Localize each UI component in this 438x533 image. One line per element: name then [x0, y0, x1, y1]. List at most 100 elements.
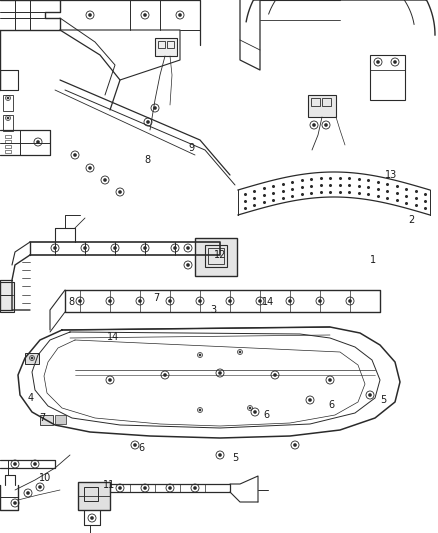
Circle shape — [36, 140, 39, 143]
Circle shape — [103, 179, 106, 182]
Bar — [40, 415, 53, 425]
Text: 6: 6 — [328, 400, 334, 410]
Bar — [84, 487, 98, 501]
Circle shape — [118, 487, 122, 490]
Bar — [158, 41, 165, 48]
Circle shape — [219, 372, 222, 375]
Bar — [208, 248, 224, 264]
Circle shape — [325, 124, 328, 127]
Circle shape — [254, 410, 257, 414]
Text: 14: 14 — [262, 297, 274, 307]
Circle shape — [88, 166, 92, 169]
Circle shape — [138, 300, 141, 303]
Bar — [308, 95, 336, 117]
Circle shape — [108, 300, 112, 303]
Circle shape — [39, 486, 42, 489]
Circle shape — [393, 60, 396, 63]
Circle shape — [239, 351, 241, 353]
Circle shape — [168, 300, 172, 303]
Bar — [0, 282, 14, 312]
Text: 8: 8 — [68, 297, 74, 307]
Text: 10: 10 — [39, 473, 51, 483]
Bar — [5, 145, 11, 148]
Circle shape — [163, 374, 166, 377]
Circle shape — [228, 300, 232, 303]
Circle shape — [258, 300, 261, 303]
Bar — [195, 238, 237, 276]
Text: 12: 12 — [214, 250, 226, 260]
Circle shape — [33, 463, 37, 466]
Circle shape — [288, 300, 292, 303]
Circle shape — [143, 13, 147, 17]
Circle shape — [173, 246, 177, 249]
Circle shape — [199, 409, 201, 411]
Text: 6: 6 — [263, 410, 269, 420]
Circle shape — [31, 357, 33, 359]
Circle shape — [219, 454, 222, 457]
Bar — [78, 482, 110, 510]
Text: 7: 7 — [153, 293, 159, 303]
Circle shape — [134, 443, 137, 447]
Bar — [205, 245, 227, 267]
Text: 4: 4 — [28, 393, 34, 403]
Circle shape — [14, 463, 17, 466]
Circle shape — [312, 124, 316, 127]
Circle shape — [187, 246, 190, 249]
Circle shape — [53, 246, 57, 249]
Text: 5: 5 — [232, 453, 238, 463]
Text: 14: 14 — [107, 332, 119, 342]
Circle shape — [7, 97, 9, 99]
Bar — [25, 353, 39, 364]
Text: 7: 7 — [39, 413, 45, 423]
Circle shape — [74, 154, 77, 157]
Circle shape — [83, 246, 87, 249]
Circle shape — [293, 443, 297, 447]
Circle shape — [143, 246, 147, 249]
Text: 13: 13 — [385, 170, 397, 180]
Text: 3: 3 — [210, 305, 216, 315]
Bar — [322, 98, 331, 106]
Text: 1: 1 — [370, 255, 376, 265]
Text: 11: 11 — [103, 480, 115, 490]
Circle shape — [318, 300, 321, 303]
Text: 8: 8 — [144, 155, 150, 165]
Bar — [3, 115, 13, 131]
Circle shape — [194, 487, 197, 490]
Bar — [5, 135, 11, 138]
Circle shape — [26, 491, 30, 495]
Bar — [311, 98, 320, 106]
Circle shape — [187, 263, 190, 266]
Text: 5: 5 — [380, 395, 386, 405]
Bar — [155, 38, 177, 56]
Bar — [167, 41, 174, 48]
Circle shape — [146, 120, 150, 124]
Bar — [55, 415, 66, 424]
Circle shape — [249, 407, 251, 409]
Circle shape — [14, 502, 17, 505]
Circle shape — [113, 246, 117, 249]
Text: 9: 9 — [188, 143, 194, 153]
Circle shape — [308, 398, 311, 401]
Circle shape — [348, 300, 352, 303]
Text: 6: 6 — [138, 443, 144, 453]
Bar — [370, 55, 405, 100]
Circle shape — [273, 374, 277, 377]
Circle shape — [168, 487, 172, 490]
Circle shape — [198, 300, 201, 303]
Circle shape — [108, 378, 112, 382]
Circle shape — [199, 354, 201, 356]
Bar — [5, 150, 11, 153]
Circle shape — [88, 13, 92, 17]
Bar — [3, 95, 13, 111]
Circle shape — [328, 378, 332, 382]
Circle shape — [90, 516, 94, 520]
Circle shape — [153, 107, 157, 110]
Circle shape — [7, 117, 9, 119]
Circle shape — [118, 190, 122, 193]
Circle shape — [178, 13, 182, 17]
Text: 2: 2 — [408, 215, 414, 225]
Bar — [5, 140, 11, 143]
Circle shape — [376, 60, 380, 63]
Circle shape — [368, 393, 371, 397]
Circle shape — [78, 300, 81, 303]
